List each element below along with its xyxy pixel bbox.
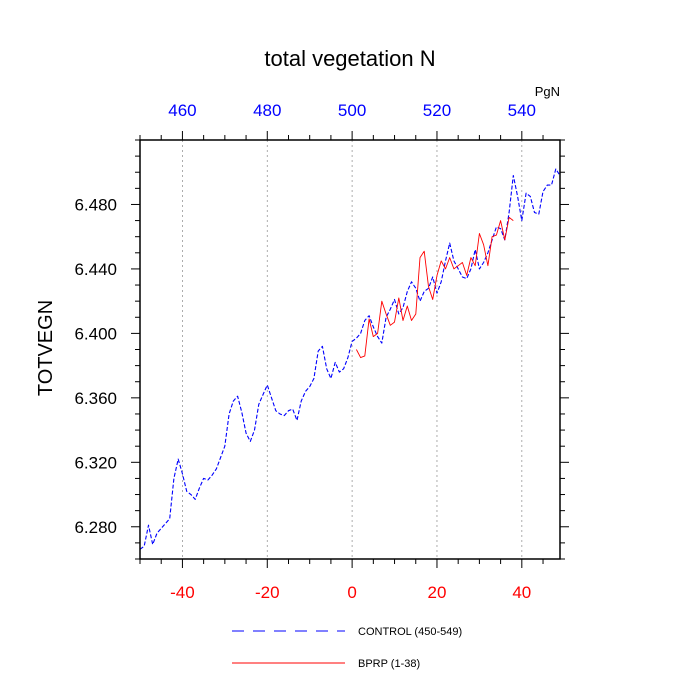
legend-label-control: CONTROL (450-549) bbox=[358, 626, 462, 638]
x-tick-label-bottom: 40 bbox=[512, 583, 531, 602]
x-tick-label-top: 460 bbox=[168, 101, 196, 120]
legend-label-bprp: BPRP (1-38) bbox=[358, 658, 420, 670]
x-tick-label-top: 520 bbox=[423, 101, 451, 120]
y-axis-label: TOTVEGN bbox=[35, 300, 57, 396]
legend: CONTROL (450-549) BPRP (1-38) bbox=[232, 626, 462, 670]
x-tick-label-bottom: 20 bbox=[428, 583, 447, 602]
y-tick-label: 6.320 bbox=[74, 453, 117, 472]
y-tick-label: 6.400 bbox=[74, 324, 117, 343]
x-tick-label-top: 480 bbox=[253, 101, 281, 120]
series-line-bprp bbox=[356, 216, 514, 359]
x-tick-label-bottom: -40 bbox=[170, 583, 195, 602]
series-layer bbox=[139, 168, 561, 550]
y-tick-label: 6.480 bbox=[74, 195, 117, 214]
y-tick-label: 6.280 bbox=[74, 518, 117, 537]
series-line-control bbox=[139, 168, 561, 550]
gridlines bbox=[182, 140, 523, 559]
tick-labels: -40 -20 0 20 40 460 480 500 520 540 6.280 6.320 6.36… bbox=[74, 101, 536, 602]
plot-frame bbox=[139, 139, 561, 560]
y-tick-label: 6.360 bbox=[74, 389, 117, 408]
x-tick-label-top: 500 bbox=[338, 101, 366, 120]
chart-title: total vegetation N bbox=[264, 46, 435, 71]
units-label: PgN bbox=[535, 84, 560, 99]
x-tick-label-bottom: 0 bbox=[347, 583, 356, 602]
x-tick-label-bottom: -20 bbox=[255, 583, 280, 602]
x-tick-label-top: 540 bbox=[508, 101, 536, 120]
ticks bbox=[131, 131, 569, 568]
y-tick-label: 6.440 bbox=[74, 260, 117, 279]
